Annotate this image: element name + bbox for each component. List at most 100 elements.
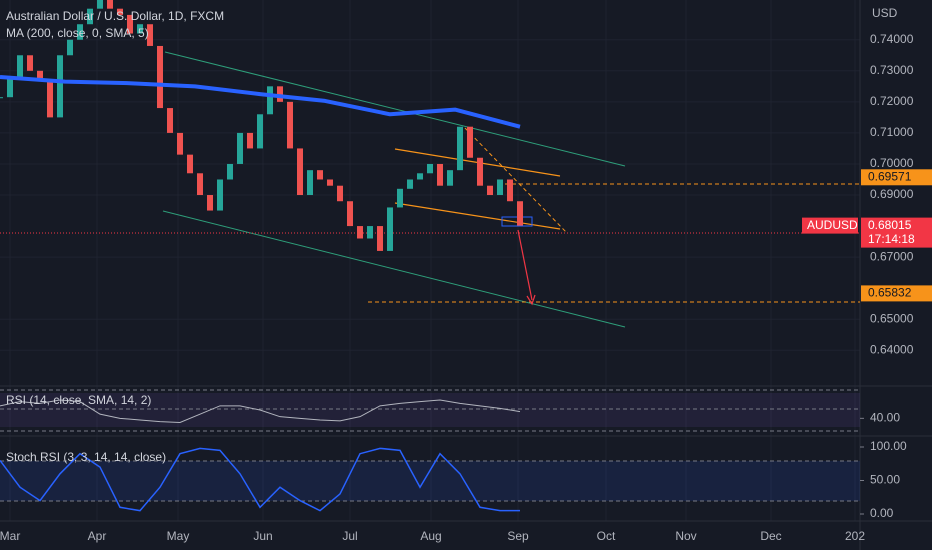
candle (317, 170, 323, 180)
candle (67, 39, 73, 56)
x-tick-label: Apr (88, 529, 107, 543)
candle (167, 108, 173, 133)
candle (277, 86, 283, 102)
candle (117, 8, 123, 15)
candle (457, 126, 463, 171)
x-tick-label: Oct (597, 529, 616, 543)
y-tick-label: 0.67000 (870, 249, 914, 263)
x-tick-label: Mar (0, 529, 20, 543)
candle (377, 226, 383, 251)
candle (57, 55, 63, 118)
candle (177, 132, 183, 155)
candle (137, 24, 143, 34)
candle (287, 101, 293, 149)
rsi-band (0, 393, 860, 427)
indicator-title: MA (200, close, 0, SMA, 5) (6, 26, 149, 40)
dashed-line (464, 127, 568, 234)
candle (487, 185, 493, 196)
candle (367, 226, 373, 239)
candle (87, 8, 93, 25)
candle (477, 157, 483, 186)
candle (427, 163, 433, 174)
candle (207, 195, 213, 211)
price-label-box (861, 169, 932, 186)
price-timer: 17:14:18 (868, 232, 915, 246)
candle (257, 114, 263, 149)
candle (227, 163, 233, 180)
y-tick-label: 0.72000 (870, 94, 914, 108)
currency: USD (872, 6, 898, 20)
candle (247, 132, 253, 149)
candle (147, 24, 153, 46)
x-tick-label: Nov (675, 529, 696, 543)
marks (0, 0, 932, 512)
candle (17, 55, 23, 78)
candle (307, 170, 313, 196)
candle (397, 188, 403, 208)
candle (107, 0, 113, 9)
candle (497, 179, 503, 196)
y-tick-label: 0.65000 (870, 311, 914, 325)
candle (127, 14, 133, 34)
price-label: 0.69571 (868, 169, 912, 183)
stoch-title: Stoch RSI (3, 3, 14, 14, close) (6, 450, 166, 464)
candle (507, 179, 513, 202)
y-tick-label: 0.71000 (870, 125, 914, 139)
x-tick-label: May (167, 529, 190, 543)
y-tick-label: 0.64000 (870, 342, 914, 356)
candle (327, 179, 333, 186)
x-tick-label: Sep (507, 529, 529, 543)
y-tick-label: 0.00 (870, 506, 894, 520)
candle (157, 45, 163, 109)
channel-line (164, 51, 626, 167)
candle (77, 24, 83, 40)
y-tick-label: 0.70000 (870, 156, 914, 170)
y-tick-label: 100.00 (870, 439, 907, 453)
candle (47, 80, 53, 118)
stoch-line (0, 447, 520, 512)
symbol-title: Australian Dollar / U.S. Dollar, 1D, FXC… (6, 9, 224, 23)
channel-line (162, 210, 626, 328)
candle (237, 132, 243, 164)
price-label: 0.68015 (868, 218, 912, 232)
x-tick-label: Jun (253, 529, 272, 543)
candle (37, 70, 43, 81)
price-label-box (861, 217, 932, 248)
ma-line (0, 75, 521, 129)
rsi-line (0, 399, 521, 424)
price-label-box (861, 285, 932, 302)
candle (517, 201, 523, 226)
y-tick-label: 0.69000 (870, 187, 914, 201)
candle (407, 179, 413, 189)
x-tick-label: Jul (342, 529, 357, 543)
y-tick-label: 0.74000 (870, 32, 914, 46)
arrow-head (526, 294, 536, 306)
price-label: 0.65832 (868, 286, 912, 300)
candle (97, 0, 103, 9)
x-tick-label: Dec (760, 529, 781, 543)
candle (387, 207, 393, 251)
candle (27, 55, 33, 71)
x-tick-label: Aug (420, 529, 441, 543)
candle (0, 97, 3, 99)
candle (197, 173, 203, 196)
candle (267, 86, 273, 115)
y-tick-label: 40.00 (870, 411, 900, 425)
projection-arrow (517, 229, 533, 301)
candle (347, 201, 353, 227)
symbol-tag (802, 217, 858, 234)
y-tick-label: 50.00 (870, 473, 900, 487)
stoch-band (0, 461, 860, 501)
x-tick-label: 202 (845, 529, 865, 543)
y-tick-label: 0.73000 (870, 63, 914, 77)
candle (187, 154, 193, 174)
candle (297, 148, 303, 196)
candle (357, 226, 363, 239)
rsi-title: RSI (14, close, SMA, 14, 2) (6, 393, 151, 407)
candle (467, 126, 473, 158)
candle (447, 170, 453, 186)
symbol-tag-label: AUDUSD (807, 218, 858, 232)
candle (337, 185, 343, 202)
